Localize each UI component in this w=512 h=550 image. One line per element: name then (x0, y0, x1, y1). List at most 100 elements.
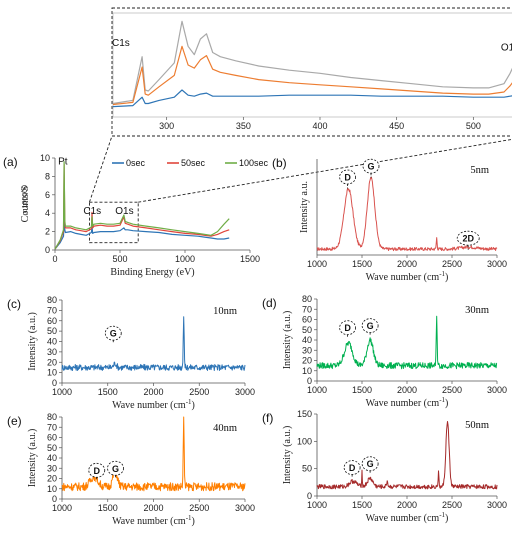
x-tick-label: 1000 (307, 500, 327, 510)
zoom-indicator (88, 135, 512, 244)
panel-f: 1000 1500 2000 2500 3000 0 50 100 150 Wave number… (262, 409, 507, 524)
zoom-connector-left (89, 135, 113, 203)
y-tick-label: 0 (45, 245, 50, 255)
panel-label: (f) (262, 411, 273, 425)
inset-series-line (112, 45, 512, 106)
panel-label: (d) (262, 296, 277, 310)
peak-callout-bubble (107, 460, 124, 476)
legend-label: 100sec (239, 158, 269, 168)
inset-series-line (112, 20, 512, 105)
y-tick-label: 50 (302, 464, 312, 474)
x-tick-label: 3000 (487, 385, 507, 395)
peak-callout-label: D (344, 173, 351, 183)
x-tick-label: 2000 (397, 385, 417, 395)
y-tick-label: 0 (52, 378, 57, 388)
y-axis-label: Intensity (a.u.) (27, 312, 38, 371)
x-tick-label: 1500 (98, 387, 118, 397)
x-axis-label: Wave number (cm-1) (366, 511, 449, 524)
legend-label: 50sec (181, 158, 206, 168)
x-tick-label: 2000 (143, 387, 163, 397)
y-axis-label: Intensity a.u. (299, 181, 310, 233)
panel-a: 0 500 1000 1500 0 2 4 6 8 10 Binding Energy (eV) Co… (3, 153, 269, 278)
x-tick-label: 0 (52, 254, 57, 264)
xps-peak-label: C1s (83, 206, 101, 217)
peak-callout-label: G (112, 464, 119, 474)
x-axis-label: Wave number (cm-1) (112, 514, 195, 527)
y-tick-label: 80 (302, 294, 312, 304)
y-tick-label: 20 (47, 474, 57, 484)
thickness-label: 10nm (213, 306, 237, 317)
y-tick-label: 100 (297, 436, 312, 446)
inset-peak-label: C1s (112, 38, 130, 49)
y-tick-label: 40 (47, 453, 57, 463)
x-tick-label: 400 (312, 121, 327, 131)
y-tick-label: 0 (52, 494, 57, 504)
x-tick-label: 2500 (442, 385, 462, 395)
raman-spectrum-line (316, 421, 498, 490)
peak-callout-label: D (344, 323, 351, 333)
y-axis-label: Counts/S (20, 186, 31, 223)
x-axis-label: Wave number (cm-1) (112, 398, 195, 411)
xps-peak-label: O1s (115, 206, 133, 217)
thickness-label: 50nm (465, 420, 489, 431)
x-tick-label: 3000 (235, 387, 255, 397)
raman-spectrum-line (316, 176, 498, 252)
y-tick-label: 0 (307, 376, 312, 386)
y-tick-label: 70 (47, 422, 57, 432)
y-tick-label: 60 (47, 316, 57, 326)
peak-callout-bubble (362, 158, 380, 174)
x-tick-label: 2000 (143, 503, 163, 513)
x-tick-label: 2000 (397, 500, 417, 510)
y-multiplier: x 100000 (22, 185, 29, 214)
x-tick-label: 1500 (352, 259, 372, 269)
peak-callout-bubble (339, 320, 357, 336)
x-tick-label: 3000 (487, 259, 507, 269)
x-tick-label: 2500 (442, 259, 462, 269)
peak-callout-bubble (339, 169, 357, 185)
y-tick-label: 8 (45, 171, 50, 181)
y-tick-label: 10 (47, 484, 57, 494)
y-tick-label: 20 (47, 357, 57, 367)
y-axis-label: Intensity (a.u.) (282, 426, 293, 485)
y-tick-label: 80 (47, 412, 57, 422)
peak-callout-label: G (367, 459, 374, 469)
legend: 0sec 50sec 100sec (112, 158, 269, 168)
x-tick-label: 1000 (307, 259, 327, 269)
y-tick-label: 30 (47, 463, 57, 473)
x-tick-label: 2500 (189, 387, 209, 397)
x-tick-label: 1000 (52, 503, 72, 513)
x-axis-label: Binding Energy (eV) (110, 267, 194, 278)
inset-series-line (112, 89, 512, 108)
y-tick-label: 30 (302, 345, 312, 355)
y-axis-label: Intensity (a.u.) (27, 429, 38, 488)
y-tick-label: 50 (47, 326, 57, 336)
panel-label: (c) (7, 297, 21, 311)
raman-spectrum-line (61, 416, 246, 492)
peak-callout-label: D (94, 466, 101, 476)
peak-callout-bubble (361, 456, 379, 472)
raman-spectrum-line (61, 316, 246, 371)
x-tick-label: 1000 (175, 254, 195, 264)
x-tick-label: 1500 (240, 254, 260, 264)
thickness-label: 40nm (213, 423, 237, 434)
xps-series-line (54, 221, 230, 250)
y-tick-label: 70 (47, 305, 57, 315)
legend-label: 0sec (126, 158, 146, 168)
x-tick-label: 1000 (307, 385, 327, 395)
xps-series-line (54, 161, 230, 250)
panel-label: (a) (3, 155, 18, 169)
raman-spectrum-line (316, 315, 498, 370)
xps-series-line (54, 163, 230, 250)
xps-peak-label: Pt (58, 156, 68, 167)
y-tick-label: 30 (47, 347, 57, 357)
y-tick-label: 10 (40, 153, 50, 163)
y-tick-label: 4 (45, 208, 50, 218)
thickness-label: 30nm (465, 305, 489, 316)
y-tick-label: 80 (47, 295, 57, 305)
x-tick-label: 350 (236, 121, 251, 131)
y-tick-label: 6 (45, 190, 50, 200)
y-tick-label: 60 (302, 315, 312, 325)
y-tick-label: 70 (302, 304, 312, 314)
